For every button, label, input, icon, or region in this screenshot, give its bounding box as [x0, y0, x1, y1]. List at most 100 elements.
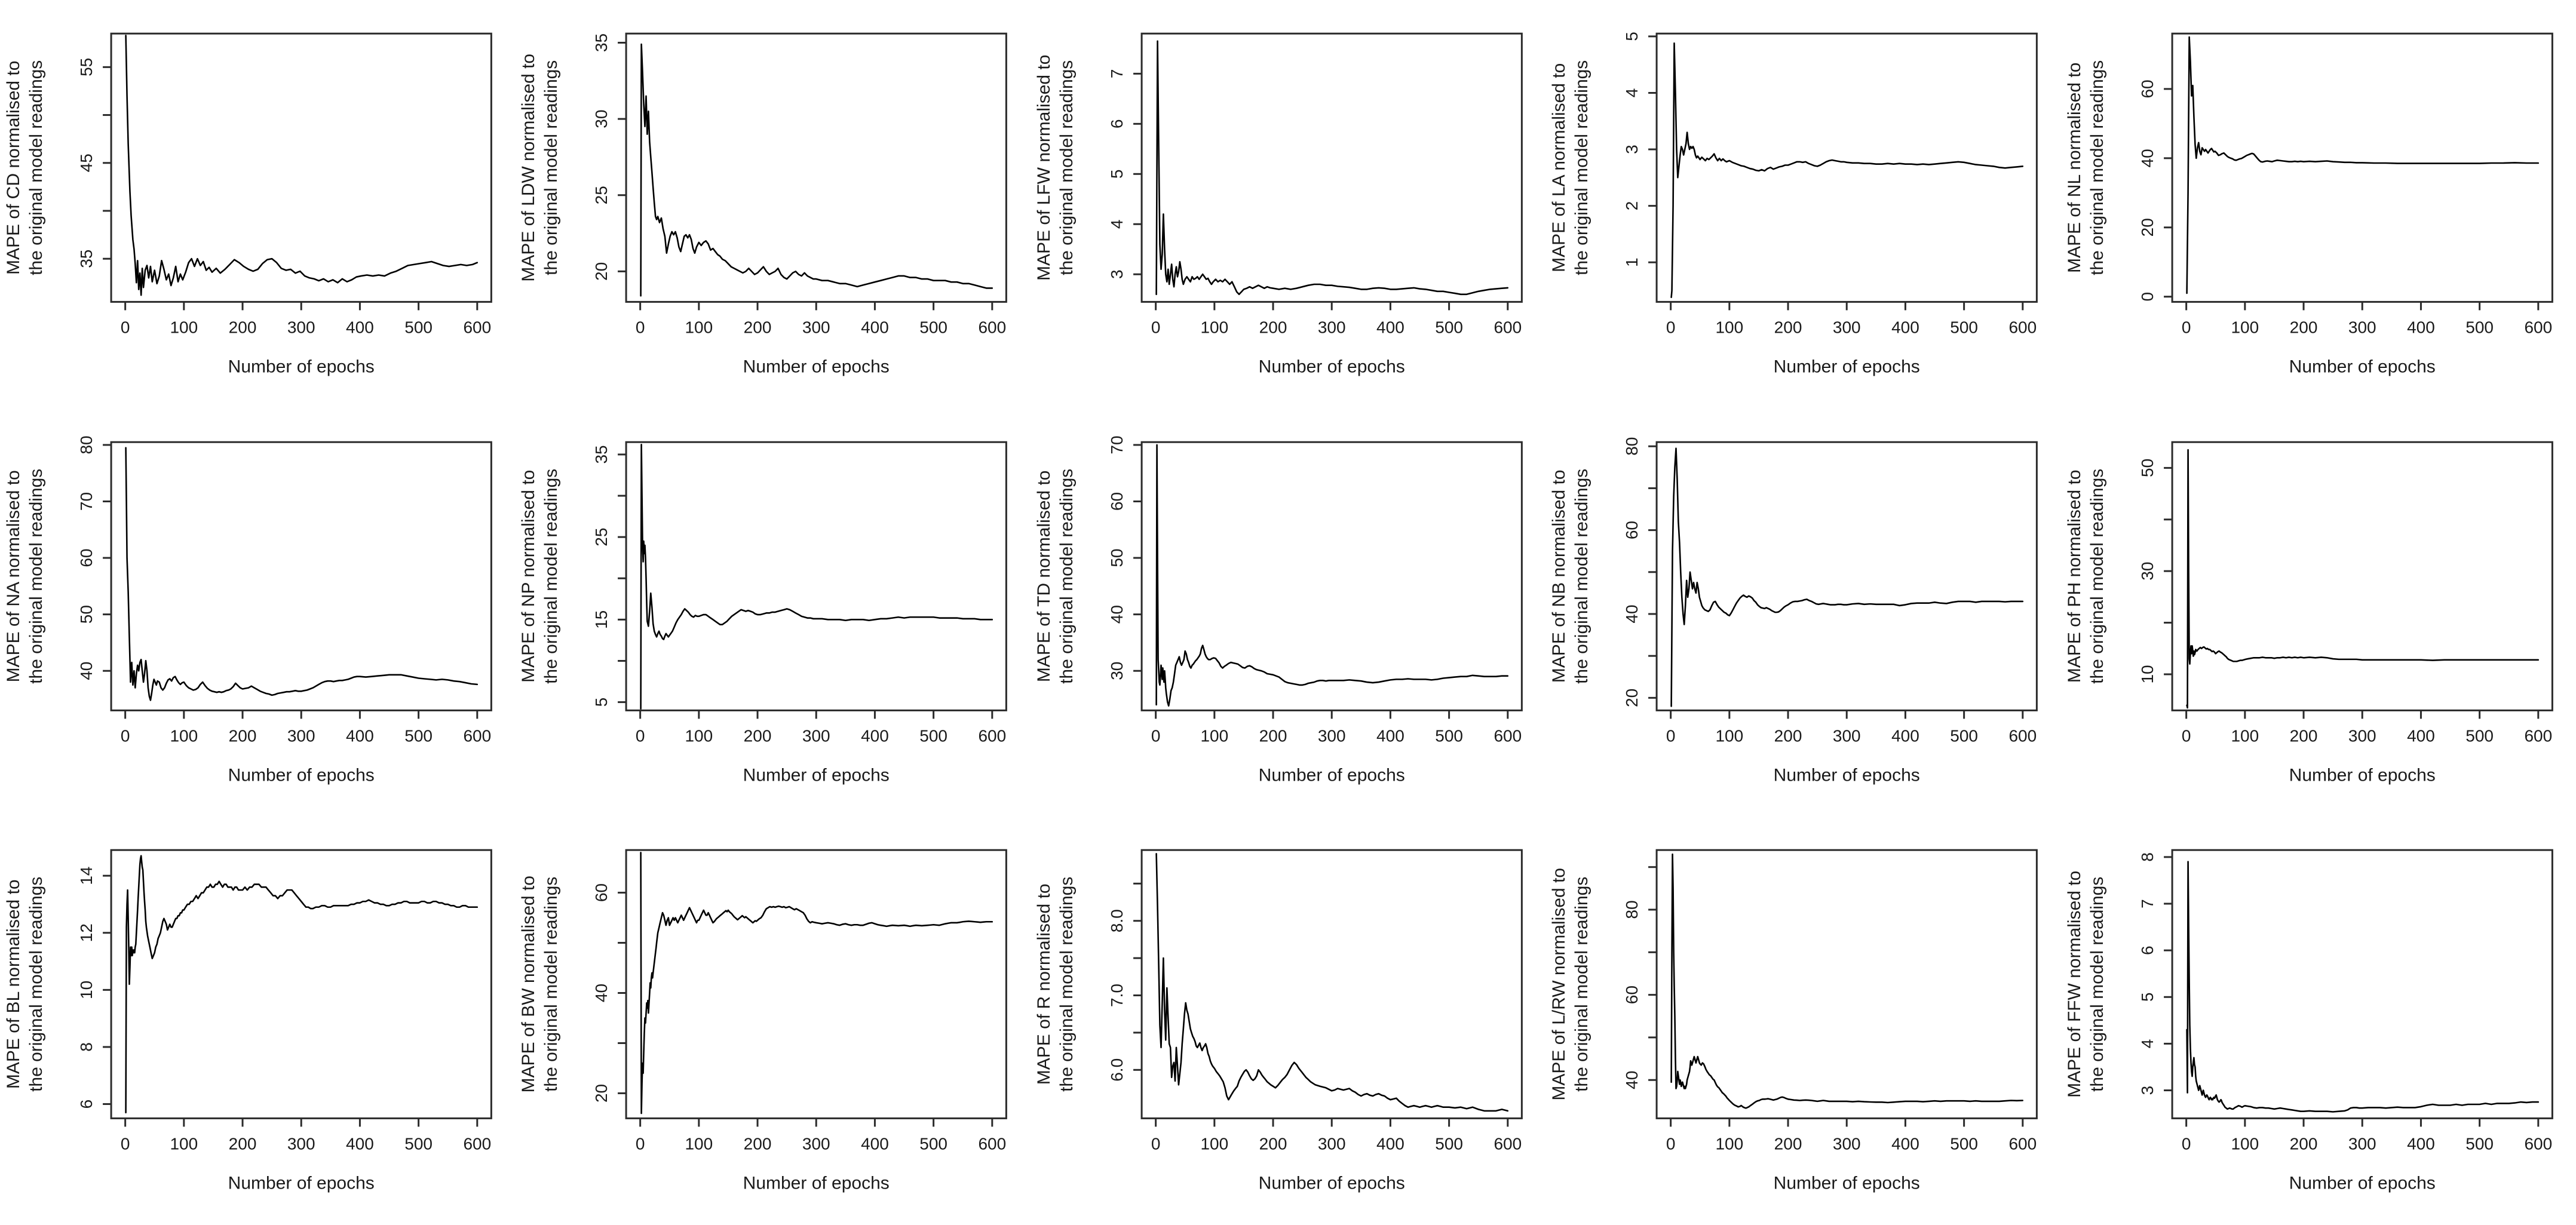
x-tick-label: 0 — [1666, 318, 1676, 336]
y-tick-label: 25 — [592, 186, 611, 204]
y-axis-label-line2: the original model readings — [1572, 60, 1591, 275]
chart-svg-BL: 0 100 200 300 400 500 600 6 8 10 12 14 MAPE of BL no… — [4, 849, 492, 1193]
y-tick-label: 12 — [77, 924, 96, 942]
x-axis-label: Number of epochs — [1258, 765, 1404, 785]
x-tick-label: 200 — [2289, 726, 2317, 745]
plot-box — [2171, 849, 2553, 1120]
y-axis-label-line1: MAPE of LFW normalised to — [1034, 55, 1054, 281]
y-tick-label: 40 — [592, 984, 611, 1002]
x-tick-label: 200 — [744, 726, 772, 745]
y-axis-label-line2: the original model readings — [541, 60, 561, 275]
training-curve-BW — [640, 852, 993, 1115]
x-tick-label: 500 — [1950, 1135, 1978, 1153]
plot-box — [2171, 441, 2553, 711]
x-tick-label: 400 — [1376, 1135, 1404, 1153]
x-tick-label: 600 — [2009, 726, 2037, 745]
x-axis-label: Number of epochs — [1258, 357, 1404, 376]
x-tick-label: 0 — [121, 1135, 130, 1153]
y-tick-label: 50 — [77, 605, 96, 624]
plot-box — [110, 32, 492, 303]
chart-svg-TD: 0 100 200 300 400 500 600 30 40 50 60 70 MAPE of TD … — [1034, 435, 1523, 785]
x-axis-label: Number of epochs — [228, 765, 375, 785]
y-tick-label: 60 — [592, 883, 611, 902]
y-tick-label: 40 — [77, 661, 96, 680]
x-tick-label: 300 — [1833, 726, 1861, 745]
x-axis-label: Number of epochs — [743, 357, 890, 376]
chart-svg-CD: 0 100 200 300 400 500 600 35 45 55 MAPE of CD norm… — [4, 32, 492, 376]
y-axis-label-line1: MAPE of L/RW normalised to — [1549, 868, 1569, 1101]
y-tick-label: 4 — [1108, 219, 1126, 229]
x-tick-label: 300 — [2348, 318, 2376, 336]
x-tick-label: 0 — [2181, 318, 2191, 336]
y-axis-label-line1: MAPE of TD normalised to — [1034, 470, 1054, 682]
x-tick-label: 600 — [979, 318, 1007, 336]
chart-svg-NB: 0 100 200 300 400 500 600 20 40 60 80 MAPE of NB no… — [1549, 437, 2038, 785]
y-axis-label-line2: the original model readings — [26, 877, 46, 1092]
training-curve-TD — [1155, 444, 1508, 707]
y-axis-label-line2: the original model readings — [541, 468, 561, 683]
x-tick-label: 300 — [287, 1135, 315, 1153]
y-tick-label: 50 — [2138, 458, 2157, 477]
x-tick-label: 200 — [1259, 318, 1287, 336]
plot-box — [1655, 441, 2038, 711]
x-tick-label: 0 — [121, 318, 130, 336]
chart-svg-L-RW: 0 100 200 300 400 500 600 40 60 80 MAPE of L/RW no… — [1549, 849, 2038, 1193]
x-tick-label: 200 — [744, 318, 772, 336]
y-axis-label-line1: MAPE of R normalised to — [1034, 884, 1054, 1085]
x-tick-label: 300 — [287, 726, 315, 745]
y-tick-label: 25 — [592, 527, 611, 546]
x-axis-label: Number of epochs — [228, 357, 375, 376]
subplot-CD: 0 100 200 300 400 500 600 35 45 55 MAPE of CD norm… — [0, 0, 515, 409]
subplot-PH: 0 100 200 300 400 500 600 10 30 50 MAPE of PH norm… — [2061, 409, 2576, 817]
chart-svg-LDW: 0 100 200 300 400 500 600 20 25 30 35 MAPE of LDW n… — [519, 32, 1008, 376]
x-tick-label: 200 — [229, 318, 257, 336]
y-axis-label-line1: MAPE of BW normalised to — [519, 876, 538, 1092]
plot-box — [2171, 32, 2553, 303]
y-tick-label: 55 — [77, 58, 96, 76]
y-tick-label: 5 — [1623, 32, 1641, 41]
x-axis-label: Number of epochs — [1774, 1174, 1920, 1193]
training-curve-CD — [125, 35, 479, 296]
y-axis-label-line1: MAPE of LDW normalised to — [519, 54, 538, 282]
plot-box — [1140, 441, 1523, 711]
x-tick-label: 400 — [346, 318, 374, 336]
x-tick-label: 300 — [1833, 1135, 1861, 1153]
x-axis-label: Number of epochs — [743, 765, 890, 785]
x-tick-label: 100 — [1200, 726, 1228, 745]
y-tick-label: 2 — [1623, 201, 1641, 211]
training-curve-L-RW — [1670, 853, 2024, 1109]
x-tick-label: 100 — [170, 1135, 198, 1153]
y-tick-label: 3 — [2138, 1086, 2157, 1095]
y-axis-label-line2: the original model readings — [541, 877, 561, 1092]
y-tick-label: 80 — [1623, 437, 1641, 455]
y-tick-label: 50 — [1108, 548, 1126, 567]
x-tick-label: 400 — [861, 318, 889, 336]
training-curve-R — [1155, 853, 1508, 1112]
x-tick-label: 500 — [1435, 1135, 1463, 1153]
y-tick-label: 7.0 — [1108, 984, 1126, 1007]
y-tick-label: 7 — [1108, 69, 1126, 79]
y-tick-label: 30 — [592, 110, 611, 128]
y-tick-label: 60 — [1623, 521, 1641, 539]
x-tick-label: 500 — [1950, 318, 1978, 336]
x-tick-label: 400 — [861, 1135, 889, 1153]
x-tick-label: 0 — [2181, 726, 2191, 745]
y-tick-label: 60 — [1623, 985, 1641, 1004]
x-tick-label: 100 — [170, 726, 198, 745]
x-tick-label: 0 — [1666, 726, 1676, 745]
x-tick-label: 400 — [2407, 318, 2435, 336]
x-tick-label: 100 — [170, 318, 198, 336]
subplot-R: 0 100 200 300 400 500 600 6.0 7.0 8.0 MAPE of R no… — [1031, 816, 1545, 1225]
training-curve-FFW — [2185, 861, 2539, 1113]
x-tick-label: 600 — [2009, 1135, 2037, 1153]
x-axis-label: Number of epochs — [2289, 765, 2435, 785]
y-tick-label: 7 — [2138, 899, 2157, 909]
x-tick-label: 500 — [404, 726, 433, 745]
x-tick-label: 600 — [463, 726, 491, 745]
x-tick-label: 100 — [2231, 726, 2259, 745]
x-tick-label: 100 — [685, 726, 713, 745]
subplot-NL: 0 100 200 300 400 500 600 0 20 40 60 MAPE of NL nor… — [2061, 0, 2576, 409]
x-tick-label: 300 — [802, 726, 830, 745]
y-tick-label: 3 — [1108, 269, 1126, 279]
